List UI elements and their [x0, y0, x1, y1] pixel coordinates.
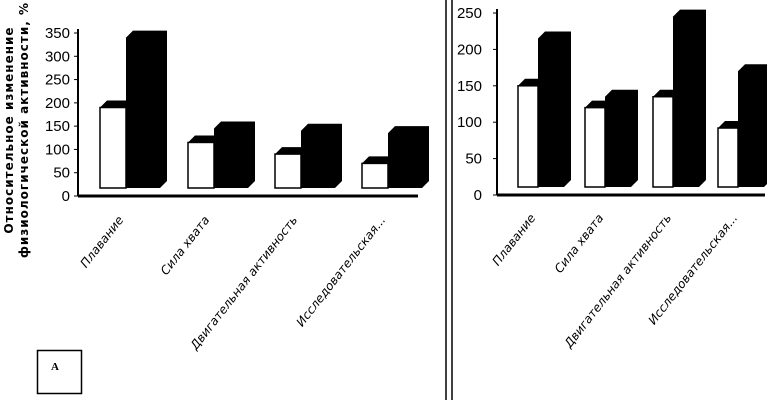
- bar-series-2: [605, 89, 638, 187]
- y-tick-label: 200: [45, 95, 70, 112]
- y-tick-label: 50: [53, 165, 70, 182]
- bar-series-2: [388, 126, 429, 188]
- category-label: Плавание: [77, 213, 126, 270]
- y-tick-label: 0: [62, 188, 70, 205]
- y-tick-label: 50: [465, 151, 482, 168]
- category-label: Двигательная активность: [187, 213, 301, 353]
- category-label: Исследовательская...: [293, 213, 388, 329]
- bar-series-1: [652, 95, 674, 188]
- bar-series-2: [214, 121, 255, 188]
- y-axis-label: физиологической активности, %: [17, 2, 31, 258]
- y-tick-label: 150: [457, 78, 482, 95]
- y-axis-label: Относительное изменение: [2, 26, 16, 233]
- category-label: Сила хвата: [158, 213, 213, 277]
- bar-series-1: [717, 127, 739, 188]
- y-tick-label: 100: [45, 141, 70, 158]
- bar-series-1-top: [100, 100, 133, 108]
- chart-panel-1: 0 50 100 150 200 250 300 350 Плавание Сила хватаД…: [2, 2, 429, 395]
- bar-series-1-top: [362, 156, 395, 164]
- bar-series-1: [187, 141, 215, 189]
- y-tick-label: 350: [45, 25, 70, 42]
- bar-series-1: [274, 153, 302, 189]
- bar-series-1-top: [275, 147, 308, 155]
- bar-series-2: [126, 30, 167, 189]
- y-tick-label: 150: [45, 118, 70, 135]
- category-label: Сила хвата: [552, 211, 607, 275]
- y-tick-label: 200: [457, 41, 482, 58]
- bar-series-2: [301, 123, 342, 188]
- bar-series-1: [99, 106, 127, 189]
- bar-series-1: [361, 162, 389, 189]
- y-tick-label: 250: [457, 5, 482, 22]
- y-tick-label: 0: [474, 187, 482, 204]
- bar-series-2: [738, 64, 767, 187]
- panel-label-box: [36, 349, 83, 395]
- category-label: Плавание: [489, 211, 538, 268]
- bar-series-2: [538, 31, 571, 188]
- y-tick-label: 100: [457, 114, 482, 131]
- bar-series-1-top: [188, 135, 221, 143]
- bar-series-1: [517, 85, 539, 188]
- y-tick-label: 300: [45, 48, 70, 65]
- y-tick-label: 250: [45, 72, 70, 89]
- bar-series-2: [673, 9, 706, 188]
- panel-label: A: [51, 361, 59, 373]
- bar-series-1: [584, 106, 606, 188]
